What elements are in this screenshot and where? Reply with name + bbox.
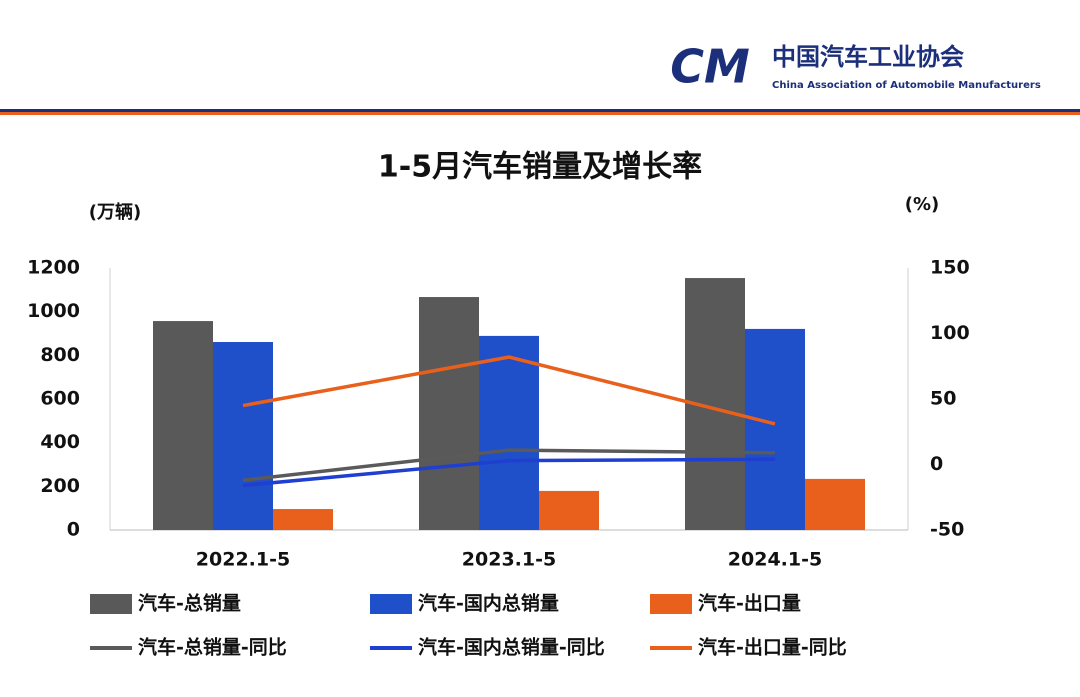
line — [242, 448, 776, 482]
org-name-en: China Association of Automobile Manufact… — [772, 80, 1041, 91]
bar — [539, 490, 599, 530]
line — [242, 355, 776, 426]
legend-label: 汽车-总销量 — [138, 592, 241, 615]
y-tick-label: 800 — [40, 344, 80, 366]
bar — [805, 478, 865, 530]
legend-label: 汽车-国内总销量 — [418, 592, 559, 615]
y-axis-label: (万辆) — [89, 201, 141, 223]
bar — [479, 335, 539, 530]
line — [242, 457, 776, 488]
header-rule — [0, 109, 1080, 112]
y-tick-label: 400 — [40, 431, 80, 453]
header-rule — [0, 112, 1080, 115]
y2-axis-label: (%) — [905, 194, 940, 215]
bar — [419, 297, 479, 530]
legend-label: 汽车-总销量-同比 — [138, 636, 287, 659]
y2-tick-label: 100 — [930, 322, 970, 344]
x-tick-label: 2024.1-5 — [728, 549, 822, 571]
legend-label: 汽车-国内总销量-同比 — [418, 636, 605, 659]
y-tick-label: 200 — [40, 475, 80, 497]
legend-swatch — [370, 594, 412, 614]
bar — [153, 321, 213, 530]
org-name: 中国汽车工业协会 — [772, 43, 964, 71]
legend-label: 汽车-出口量-同比 — [698, 636, 847, 659]
y2-tick-label: 0 — [930, 453, 943, 475]
y2-tick-label: 50 — [930, 388, 956, 410]
legend-swatch — [90, 594, 132, 614]
bar — [273, 509, 333, 530]
y-tick-label: 1000 — [27, 300, 80, 322]
legend-swatch — [650, 594, 692, 614]
y2-tick-label: 150 — [930, 257, 970, 279]
y2-tick-label: -50 — [930, 519, 964, 541]
y-tick-label: 600 — [40, 388, 80, 410]
bar — [745, 328, 805, 530]
legend-label: 汽车-出口量 — [698, 592, 801, 615]
y-tick-label: 1200 — [27, 257, 80, 279]
x-tick-label: 2023.1-5 — [462, 549, 556, 571]
chart-title: 1-5月汽车销量及增长率 — [378, 150, 702, 185]
bar — [213, 342, 273, 530]
logo: CM — [670, 40, 750, 94]
y-tick-label: 0 — [67, 519, 80, 541]
x-tick-label: 2022.1-5 — [196, 549, 290, 571]
